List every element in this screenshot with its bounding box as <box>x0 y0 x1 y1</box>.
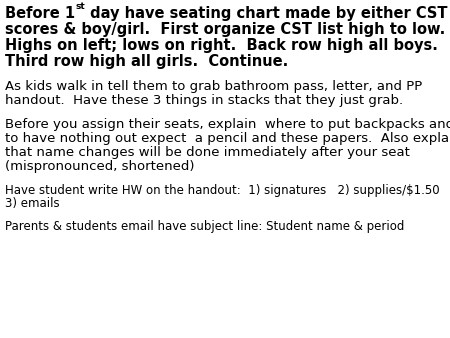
Text: Have student write HW on the handout:  1) signatures   2) supplies/$1.50: Have student write HW on the handout: 1)… <box>5 184 440 197</box>
Text: scores & boy/girl.  First organize CST list high to low.: scores & boy/girl. First organize CST li… <box>5 22 445 37</box>
Text: 3) emails: 3) emails <box>5 197 59 210</box>
Text: to have nothing out expect  a pencil and these papers.  Also explain: to have nothing out expect a pencil and … <box>5 132 450 145</box>
Text: (mispronounced, shortened): (mispronounced, shortened) <box>5 160 194 173</box>
Text: Parents & students email have subject line: Student name & period: Parents & students email have subject li… <box>5 220 405 233</box>
Text: Third row high all girls.  Continue.: Third row high all girls. Continue. <box>5 54 288 69</box>
Text: day have seating chart made by either CST: day have seating chart made by either CS… <box>85 6 447 21</box>
Text: handout.  Have these 3 things in stacks that they just grab.: handout. Have these 3 things in stacks t… <box>5 94 403 107</box>
Text: st: st <box>75 2 85 11</box>
Text: As kids walk in tell them to grab bathroom pass, letter, and PP: As kids walk in tell them to grab bathro… <box>5 80 422 93</box>
Text: Before you assign their seats, explain  where to put backpacks and: Before you assign their seats, explain w… <box>5 118 450 131</box>
Text: Before 1: Before 1 <box>5 6 75 21</box>
Text: Highs on left; lows on right.  Back row high all boys.: Highs on left; lows on right. Back row h… <box>5 38 438 53</box>
Text: that name changes will be done immediately after your seat: that name changes will be done immediate… <box>5 146 410 159</box>
